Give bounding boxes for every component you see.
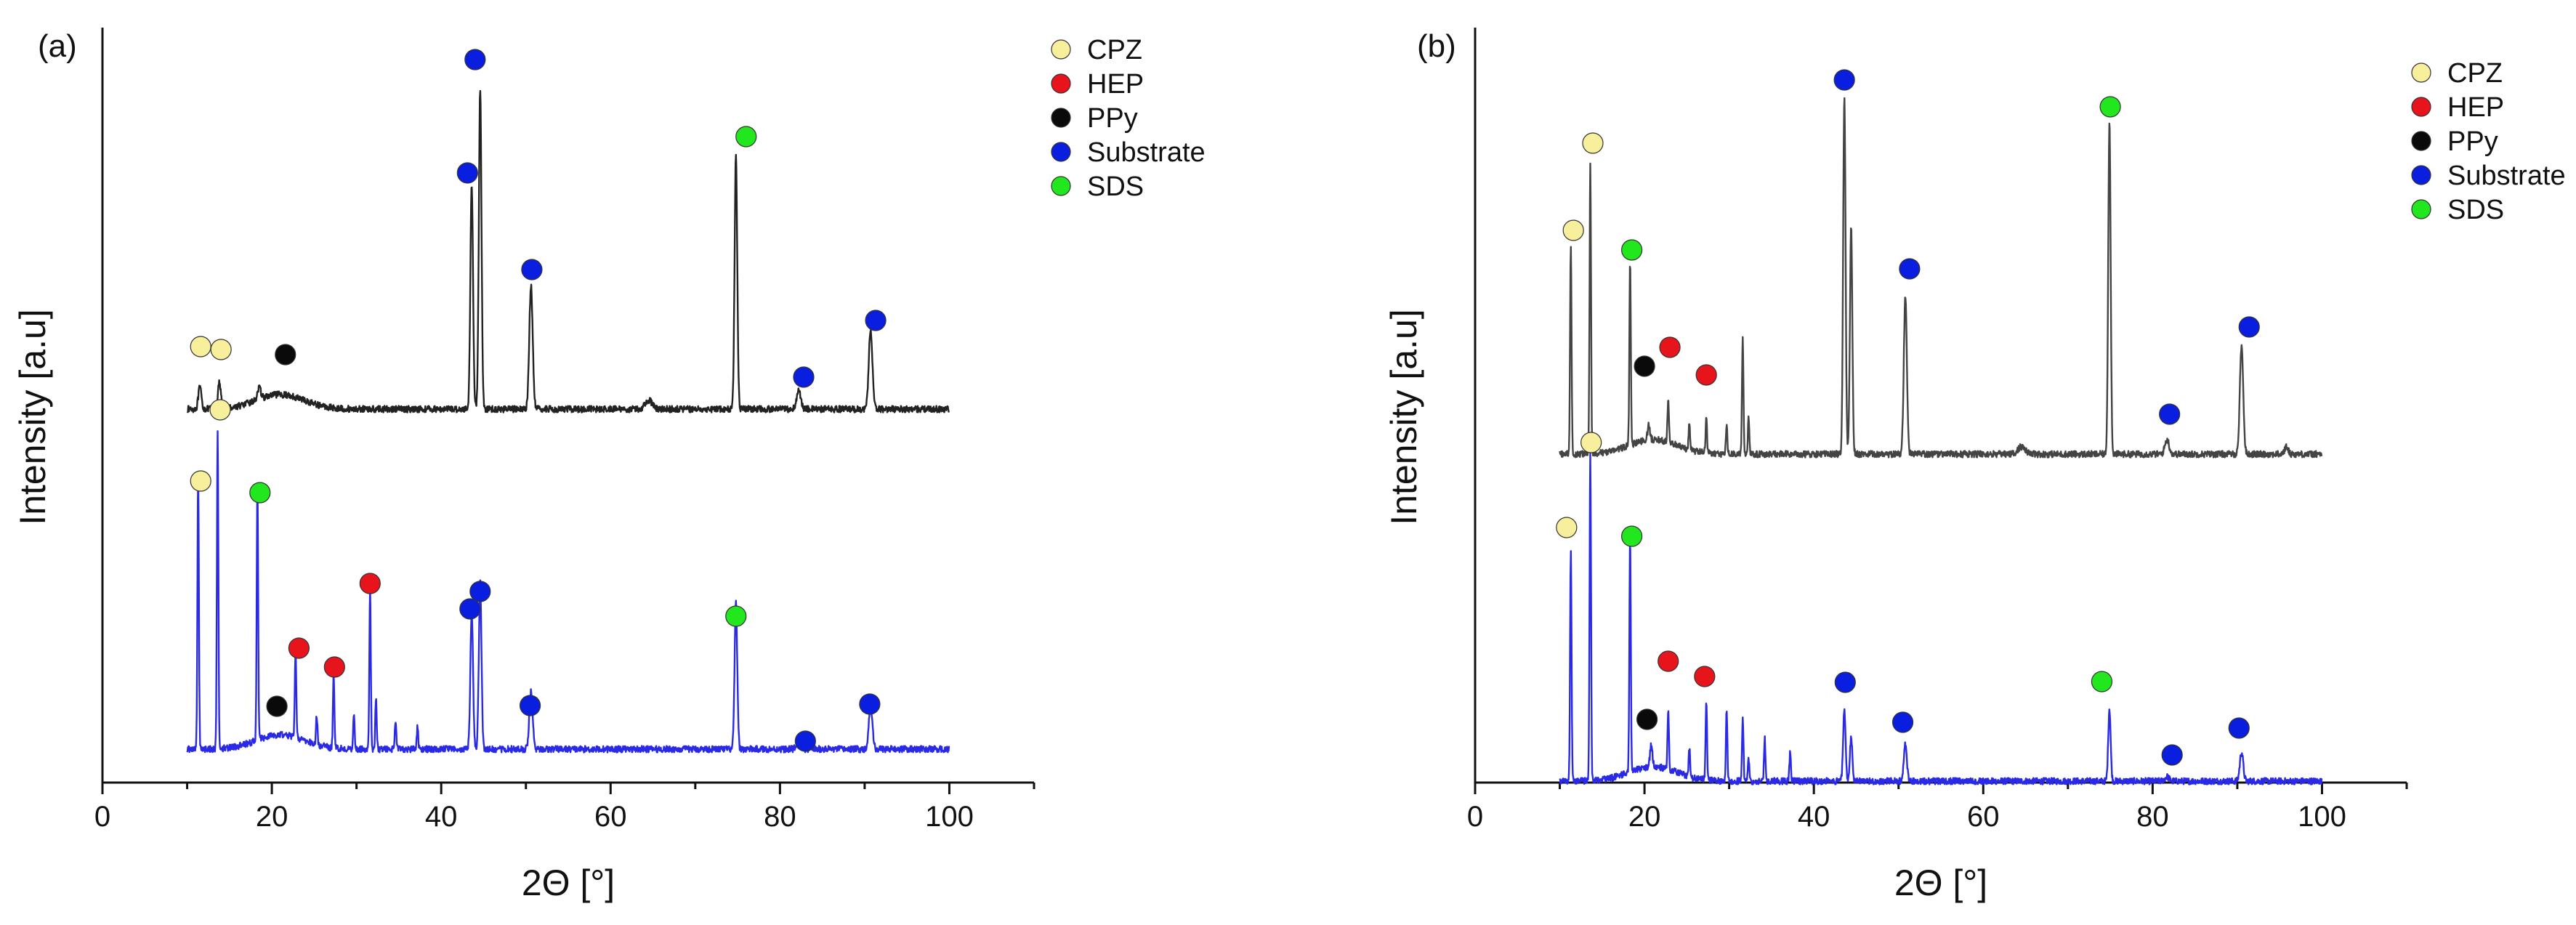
peak-marker-cpz xyxy=(1556,517,1578,538)
peak-marker-sds xyxy=(2099,96,2121,118)
peak-marker-substrate xyxy=(2159,403,2181,425)
peak-marker-substrate xyxy=(521,259,543,280)
peak-marker-sds xyxy=(1621,525,1643,547)
legend-label-ppy: PPy xyxy=(1087,103,1138,134)
x-tick-label: 80 xyxy=(764,801,796,833)
legend-label-cpz: CPZ xyxy=(2447,58,2503,89)
peak-marker-cpz xyxy=(1562,219,1584,241)
legend-marker-substrate xyxy=(2411,165,2431,185)
chart-panel-a: (a) 0 20 40 60 80 100 2Θ [°] Intensity [a.u] CPZ H… xyxy=(12,28,1206,903)
x-tick-label: 100 xyxy=(925,801,974,833)
x-tick-label: 80 xyxy=(2136,801,2169,833)
legend-label-cpz: CPZ xyxy=(1087,35,1142,65)
peak-marker-sds xyxy=(735,126,757,148)
peak-marker-substrate xyxy=(865,310,887,331)
series-line-bottom xyxy=(186,430,950,754)
peak-marker-cpz xyxy=(190,470,211,492)
x-tick-label: 60 xyxy=(594,801,627,833)
peak-marker-sds xyxy=(725,605,747,627)
legend-label-sds: SDS xyxy=(1087,171,1144,202)
peak-marker-ppy xyxy=(275,344,296,365)
peak-marker-cpz xyxy=(1580,432,1602,453)
peak-marker-substrate xyxy=(459,598,481,620)
peak-marker-substrate xyxy=(1891,711,1914,733)
peak-marker-substrate xyxy=(469,581,491,602)
legend-marker-hep xyxy=(2411,97,2431,117)
peak-marker-hep xyxy=(1658,650,1679,672)
legend-label-substrate: Substrate xyxy=(2447,161,2566,191)
x-tick-label: 100 xyxy=(2298,801,2346,833)
peak-marker-hep xyxy=(288,637,310,659)
peak-marker-ppy xyxy=(1636,708,1658,730)
peak-marker-substrate xyxy=(794,730,816,752)
peak-marker-hep xyxy=(323,656,345,678)
legend-label-substrate: Substrate xyxy=(1087,137,1206,168)
peak-marker-cpz xyxy=(1582,132,1604,154)
series-line-top xyxy=(186,89,950,413)
legend-label-ppy: PPy xyxy=(2447,126,2498,157)
peak-marker-substrate xyxy=(1833,69,1855,91)
peak-marker-substrate xyxy=(859,693,881,715)
legend-marker-sds xyxy=(2411,199,2431,219)
x-tick-label: 0 xyxy=(94,801,110,833)
x-tick-label: 20 xyxy=(1628,801,1661,833)
peak-marker-substrate xyxy=(1834,671,1856,693)
peak-marker-substrate xyxy=(2228,717,2250,739)
peak-marker-cpz xyxy=(209,399,231,421)
peak-marker-substrate xyxy=(456,162,478,184)
peak-marker-substrate xyxy=(2238,316,2260,338)
peak-marker-substrate xyxy=(1899,258,1921,280)
panel-label: (a) xyxy=(38,28,77,64)
series-line-top xyxy=(1559,97,2323,459)
legend-marker-ppy xyxy=(2411,131,2431,151)
series-line-bottom xyxy=(1559,451,2323,785)
x-tick-label: 40 xyxy=(425,801,458,833)
peak-marker-sds xyxy=(249,482,271,504)
peak-marker-substrate xyxy=(793,366,815,388)
peak-marker-cpz xyxy=(190,336,211,358)
legend-marker-hep xyxy=(1051,73,1071,94)
peak-marker-substrate xyxy=(519,695,541,716)
legend-label-hep: HEP xyxy=(1087,69,1144,100)
x-tick-label: 60 xyxy=(1967,801,2000,833)
legend-marker-cpz xyxy=(2411,62,2431,83)
peak-marker-hep xyxy=(1694,666,1716,687)
peak-marker-sds xyxy=(2091,671,2113,692)
x-tick-label: 40 xyxy=(1798,801,1830,833)
peak-marker-substrate xyxy=(464,49,486,70)
x-tick-label: 0 xyxy=(1467,801,1483,833)
x-tick-label: 20 xyxy=(256,801,288,833)
y-axis-label: Intensity [a.u] xyxy=(12,309,53,525)
y-axis-label: Intensity [a.u] xyxy=(1384,309,1424,525)
x-axis-label: 2Θ [°] xyxy=(1894,863,1987,903)
peak-marker-ppy xyxy=(266,695,288,717)
x-axis-label: 2Θ [°] xyxy=(522,863,615,903)
peak-marker-cpz xyxy=(210,339,232,360)
peak-marker-ppy xyxy=(1634,355,1655,377)
peak-marker-hep xyxy=(1659,336,1681,358)
legend-marker-ppy xyxy=(1051,108,1071,128)
peak-marker-sds xyxy=(1621,239,1643,261)
legend-label-sds: SDS xyxy=(2447,195,2504,225)
panel-label: (b) xyxy=(1417,28,1456,64)
legend-label-hep: HEP xyxy=(2447,92,2504,123)
peak-marker-hep xyxy=(1695,364,1717,386)
peak-marker-hep xyxy=(359,573,381,594)
chart-panel-b: (b) 0 20 40 60 80 100 2Θ [°] Intensity [a.u] CPZH… xyxy=(1384,28,2566,903)
legend-marker-sds xyxy=(1051,176,1071,196)
peak-marker-substrate xyxy=(2161,744,2183,766)
legend-marker-cpz xyxy=(1051,39,1071,60)
legend-marker-substrate xyxy=(1051,142,1071,162)
